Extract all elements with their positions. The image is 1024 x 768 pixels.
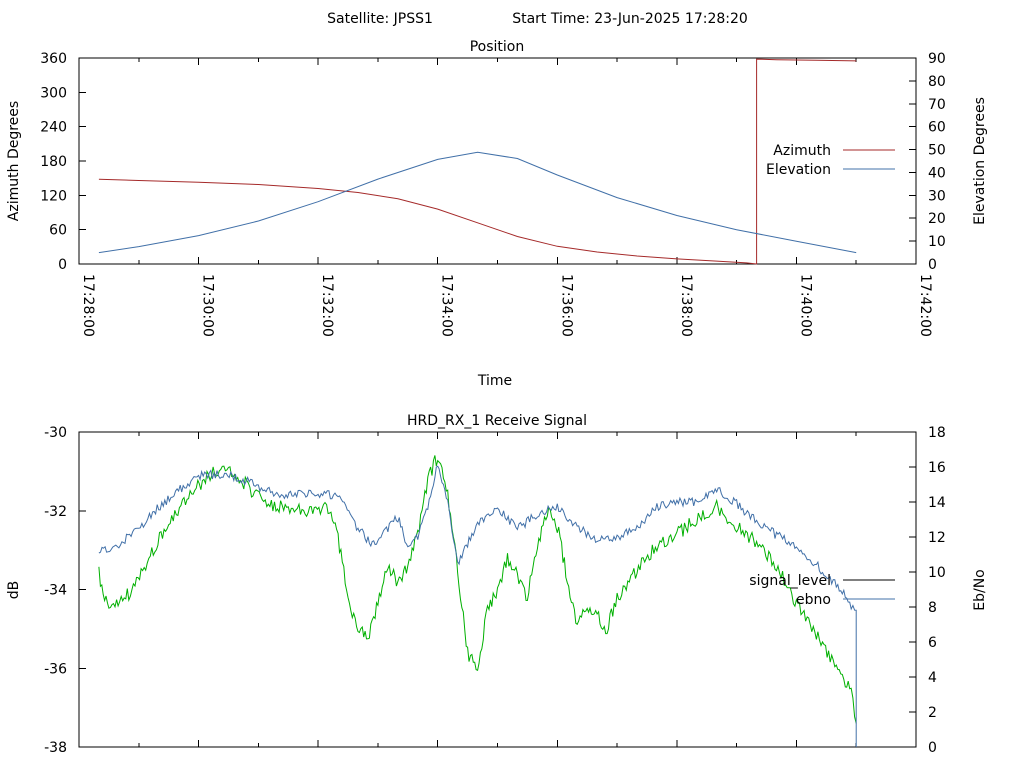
legend-label-elevation: Elevation	[766, 162, 831, 178]
y-tick-label: 120	[40, 188, 67, 204]
legend-label-ebno: ebno	[796, 592, 831, 608]
position-chart: Position 0 60 120 180 240 300 360 0 10 20 30 40 50 60…	[6, 39, 988, 389]
y2-tick-label: 8	[928, 600, 937, 616]
y-tick-label: -34	[44, 583, 67, 599]
x-tick-label: 17:28:00	[80, 274, 96, 337]
y2-tick-label: 90	[928, 51, 946, 67]
y2-tick-label: 80	[928, 74, 946, 90]
series-line-ebno	[98, 465, 857, 747]
y2-tick-label: 30	[928, 188, 946, 204]
y2-tick-label: 4	[928, 670, 937, 686]
series-line-azimuth	[98, 58, 857, 265]
x-tick-label: 17:30:00	[200, 274, 216, 337]
y-tick-label: -36	[44, 661, 67, 677]
x-tick-label: 17:34:00	[439, 274, 455, 337]
y2-tick-label: 0	[928, 740, 937, 756]
y2-tick-label: 10	[928, 565, 946, 581]
y-tick-label: 180	[40, 154, 67, 170]
y-tick-label: 60	[49, 223, 67, 239]
x-tick-label: 17:32:00	[319, 274, 335, 337]
receive-signal-y2-axis-label: Eb/No	[972, 569, 988, 611]
y-tick-label: 360	[40, 51, 67, 67]
y2-tick-label: 6	[928, 635, 937, 651]
position-y-axis-label: Azimuth Degrees	[6, 101, 22, 221]
y-tick-label: 300	[40, 85, 67, 101]
y2-tick-label: 16	[928, 460, 946, 476]
y2-tick-label: 12	[928, 530, 946, 546]
y2-tick-label: 70	[928, 97, 946, 113]
y2-tick-label: 50	[928, 143, 946, 159]
x-tick-label: 17:38:00	[678, 274, 694, 337]
receive-signal-chart: HRD_RX_1 Receive Signal -38 -36 -34 -32 -30 0…	[6, 413, 988, 756]
y2-tick-label: 18	[928, 425, 946, 441]
x-tick-label: 17:36:00	[558, 274, 574, 337]
y-tick-label: 240	[40, 120, 67, 136]
satellite-label: Satellite: JPSS1	[327, 11, 433, 27]
receive-signal-chart-title: HRD_RX_1 Receive Signal	[407, 413, 587, 429]
x-tick-label: 17:42:00	[917, 274, 933, 337]
position-plot-frame	[78, 57, 917, 265]
y-tick-label: -30	[44, 425, 67, 441]
legend-label-signal-level: signal_level	[749, 573, 831, 589]
receive-signal-y-axis-label: dB	[6, 581, 22, 600]
x-tick-label: 17:40:00	[797, 274, 813, 337]
y2-tick-label: 60	[928, 120, 946, 136]
position-y2-axis-label: Elevation Degrees	[972, 97, 988, 225]
position-chart-title: Position	[470, 39, 525, 55]
position-x-axis-label: Time	[477, 373, 512, 389]
y2-tick-label: 40	[928, 165, 946, 181]
y2-tick-label: 20	[928, 211, 946, 227]
series-line-signal-level	[98, 455, 857, 724]
y-tick-label: -38	[44, 740, 67, 756]
y2-tick-label: 2	[928, 705, 937, 721]
y-tick-label: -32	[44, 504, 67, 520]
y-tick-label: 0	[58, 257, 67, 273]
y2-tick-label: 14	[928, 495, 946, 511]
series-line-elevation	[98, 151, 857, 254]
start-time-label: Start Time: 23-Jun-2025 17:28:20	[512, 11, 748, 27]
y2-tick-label: 0	[928, 257, 937, 273]
y2-tick-label: 10	[928, 234, 946, 250]
legend-label-azimuth: Azimuth	[773, 143, 831, 159]
